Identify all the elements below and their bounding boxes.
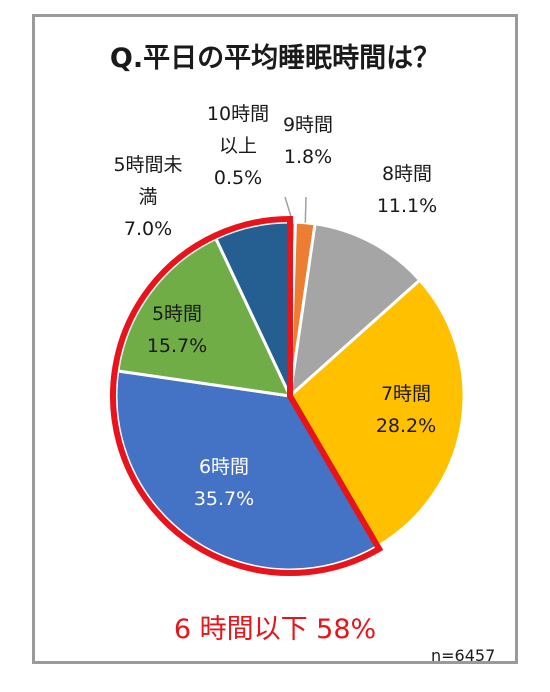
slice-name: 6時間 [199, 456, 249, 478]
slice-label-3: 8時間 11.1% [377, 163, 437, 217]
highlight-summary: 6 時間以下 58% [173, 614, 377, 645]
slice-value: 15.7% [147, 335, 207, 357]
slice-name: 5時間未 [113, 154, 182, 176]
pie-slice-3 [287, 222, 422, 400]
slice-name: 以上 [219, 135, 257, 157]
slice-labels: 10時間以上 0.5% 9時間 1.8% 8時間 11.1% 7時間 28.2% 6時間 35.7… [113, 103, 437, 510]
pie-slice-6 [116, 236, 293, 398]
leader-line-2 [304, 196, 307, 223]
highlight-outline [110, 215, 384, 576]
slice-label-4: 7時間 28.2% [376, 383, 436, 437]
chart-title: Q.平日の平均睡眠時間は？ [109, 43, 441, 74]
slice-name: 10時間 [207, 103, 269, 125]
slice-name: 7時間 [381, 383, 431, 405]
slice-value: 28.2% [376, 415, 436, 437]
slice-value: 11.1% [377, 195, 437, 217]
slice-label-1: 10時間以上 0.5% [207, 103, 269, 189]
sample-size: n=6457 [431, 646, 496, 665]
slice-name: 満 [138, 186, 157, 208]
slice-name: 9時間 [283, 114, 333, 136]
slice-value: 7.0% [124, 218, 172, 240]
slice-name: 5時間 [152, 303, 202, 325]
slice-label-6: 5時間 15.7% [147, 303, 207, 357]
pie-slice-4 [288, 277, 466, 549]
slice-value: 1.8% [284, 146, 332, 168]
slice-label-7: 5時間未満 7.0% [113, 154, 182, 240]
pie-slice-5 [114, 369, 380, 572]
slice-value: 0.5% [214, 167, 262, 189]
slice-label-5: 6時間 35.7% [194, 456, 254, 510]
slice-label-2: 9時間 1.8% [283, 114, 333, 168]
slice-value: 35.7% [194, 488, 254, 510]
slice-name: 8時間 [382, 163, 432, 185]
